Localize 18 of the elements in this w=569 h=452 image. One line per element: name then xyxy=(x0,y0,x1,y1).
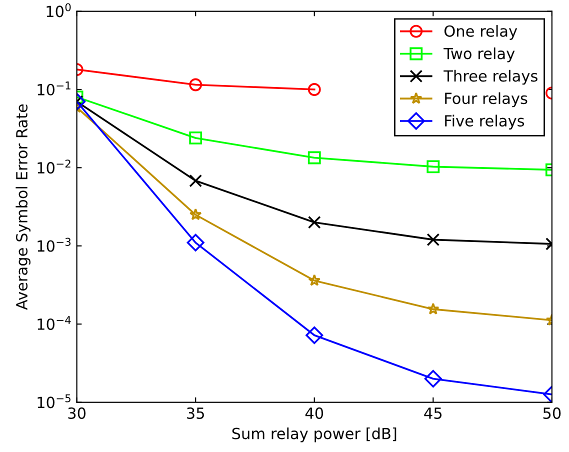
y-tick-label: 10$^{−1}$ xyxy=(38,82,70,96)
y-tick-label: 10$^{0}$ xyxy=(46,3,71,18)
x-tick-label: 35 xyxy=(187,407,204,419)
y-tick-label: 10$^{−5}$ xyxy=(38,394,70,408)
legend-label: Four relays xyxy=(445,92,528,108)
legend-label: Two relay xyxy=(444,47,515,62)
x-tick-label: 40 xyxy=(305,407,324,419)
x-tick-label: 30 xyxy=(68,407,86,419)
x-tick-label: 50 xyxy=(543,407,561,419)
y-tick-label: 10$^{−2}$ xyxy=(38,160,70,174)
legend-label: Five relays xyxy=(445,114,524,130)
legend-label: Three relays xyxy=(444,70,538,85)
y-tick-label: 10$^{−4}$ xyxy=(38,316,71,330)
x-tick-label: 45 xyxy=(424,408,442,419)
legend-label: One relay xyxy=(444,25,518,40)
y-axis-title: Average Symbol Error Rate xyxy=(16,104,30,310)
y-tick-label: 10$^{−3}$ xyxy=(38,238,71,252)
x-axis-title: Sum relay power [dB] xyxy=(232,427,396,442)
